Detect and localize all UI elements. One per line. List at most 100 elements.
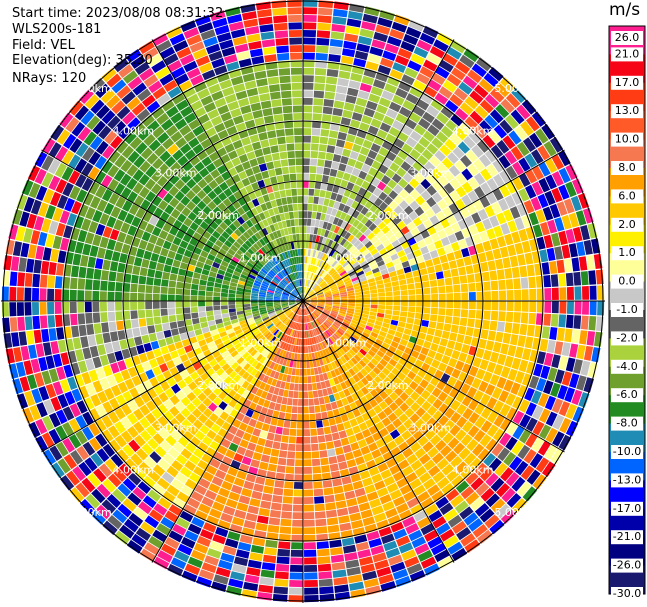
velocity-gate <box>365 373 374 383</box>
velocity-gate <box>204 555 219 566</box>
velocity-gate <box>111 79 127 94</box>
velocity-gate <box>496 139 510 154</box>
velocity-gate <box>530 196 542 211</box>
velocity-gate <box>415 306 423 313</box>
velocity-gate <box>426 196 437 208</box>
velocity-gate <box>326 509 338 518</box>
velocity-gate <box>394 263 403 271</box>
velocity-gate <box>90 452 104 467</box>
velocity-gate <box>296 233 300 241</box>
velocity-gate <box>258 259 266 266</box>
velocity-gate <box>183 307 191 314</box>
velocity-gate <box>427 349 437 359</box>
velocity-gate <box>297 323 300 331</box>
velocity-gate <box>208 83 221 95</box>
velocity-gate <box>305 338 308 346</box>
velocity-gate <box>88 408 101 422</box>
velocity-gate <box>295 330 299 338</box>
velocity-gate <box>352 449 363 458</box>
velocity-gate <box>332 107 343 117</box>
velocity-gate <box>447 376 458 387</box>
velocity-gate <box>230 361 239 370</box>
velocity-gate <box>435 496 449 509</box>
velocity-gate <box>364 252 372 260</box>
velocity-gate <box>331 289 339 294</box>
velocity-gate <box>287 227 293 235</box>
velocity-gate <box>78 461 92 477</box>
velocity-gate <box>239 360 248 368</box>
velocity-gate <box>220 301 228 306</box>
velocity-gate <box>327 239 334 248</box>
velocity-gate <box>127 492 142 506</box>
velocity-gate <box>220 438 231 449</box>
velocity-gate <box>158 230 169 240</box>
velocity-gate <box>284 288 291 293</box>
velocity-gate <box>231 516 245 527</box>
velocity-gate <box>81 177 94 192</box>
velocity-gate <box>398 381 408 391</box>
velocity-gate <box>281 252 287 260</box>
velocity-gate <box>565 228 576 244</box>
velocity-gate <box>24 390 36 407</box>
velocity-gate <box>554 341 564 355</box>
velocity-gate <box>312 312 318 318</box>
velocity-gate <box>120 187 132 200</box>
velocity-gate <box>329 249 336 257</box>
velocity-gate <box>153 285 161 294</box>
velocity-gate <box>258 336 266 344</box>
velocity-gate <box>340 229 348 238</box>
velocity-gate <box>393 195 404 205</box>
velocity-gate <box>228 194 237 204</box>
velocity-gate <box>101 415 113 429</box>
velocity-gate <box>266 302 273 305</box>
velocity-gate <box>86 324 95 336</box>
velocity-gate <box>283 389 289 398</box>
velocity-gate <box>339 289 347 293</box>
velocity-gate <box>312 329 317 337</box>
velocity-gate <box>309 173 316 181</box>
velocity-gate <box>299 308 302 315</box>
velocity-gate <box>353 264 362 271</box>
velocity-gate <box>132 265 141 275</box>
velocity-gate <box>179 353 189 363</box>
velocity-gate <box>108 321 117 332</box>
velocity-gate <box>303 497 314 505</box>
velocity-gate <box>323 198 330 207</box>
velocity-gate <box>107 281 116 292</box>
velocity-gate <box>347 305 355 309</box>
velocity-gate <box>281 302 289 305</box>
velocity-gate <box>317 556 331 565</box>
velocity-gate <box>293 489 303 497</box>
velocity-gate <box>401 366 410 376</box>
velocity-gate <box>578 256 588 271</box>
velocity-gate <box>337 366 345 375</box>
velocity-gate <box>514 371 525 384</box>
velocity-gate <box>145 301 153 310</box>
velocity-gate <box>419 212 429 223</box>
velocity-gate <box>355 541 370 552</box>
velocity-gate <box>340 294 348 297</box>
velocity-gate <box>541 461 556 477</box>
velocity-gate <box>444 225 454 236</box>
velocity-gate <box>202 184 213 195</box>
velocity-gate <box>324 356 331 364</box>
velocity-gate <box>493 173 505 187</box>
velocity-gate <box>401 125 413 136</box>
velocity-gate <box>237 313 245 319</box>
velocity-gate <box>410 441 422 453</box>
velocity-gate <box>243 304 251 308</box>
colorbar-tick-label: -6.0 <box>616 388 637 401</box>
velocity-gate <box>305 315 308 323</box>
velocity-gate <box>347 292 355 297</box>
velocity-gate <box>579 330 588 345</box>
velocity-gate <box>233 453 244 463</box>
velocity-gate <box>308 181 315 189</box>
velocity-gate <box>160 294 168 301</box>
velocity-gate <box>275 265 281 272</box>
velocity-gate <box>544 444 558 460</box>
velocity-gate <box>148 139 161 152</box>
velocity-gate <box>455 391 466 403</box>
velocity-gate <box>287 451 296 459</box>
velocity-gate <box>373 271 382 278</box>
velocity-gate <box>177 275 185 283</box>
